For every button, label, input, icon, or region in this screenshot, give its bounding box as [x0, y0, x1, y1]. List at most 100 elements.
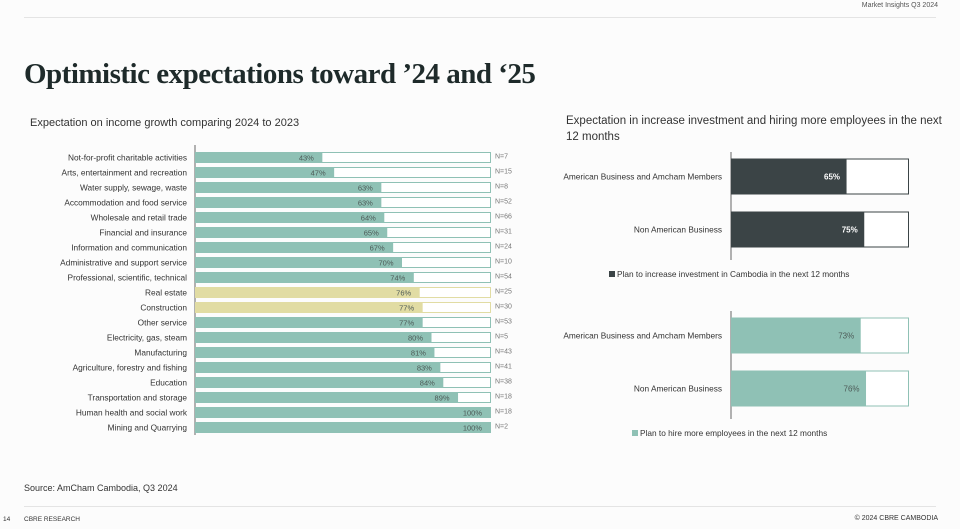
sample-size-label: N=5 [495, 334, 508, 341]
data-label: 89% [435, 394, 450, 403]
legend-label: Plan to hire more employees in the next … [640, 428, 827, 438]
bar [195, 182, 382, 193]
data-label: 75% [842, 226, 858, 235]
sample-size-label: N=10 [495, 259, 512, 266]
data-label: 64% [361, 214, 376, 223]
data-label: 77% [399, 319, 414, 328]
category-label: Non American Business [634, 384, 722, 394]
category-label: Water supply, sewage, waste [80, 183, 187, 193]
sample-size-label: N=25 [495, 289, 512, 296]
data-label: 74% [390, 274, 405, 283]
bar [731, 371, 867, 406]
income-growth-chart: Not-for-profit charitable activities 43% N… [60, 145, 512, 435]
bar [195, 377, 444, 388]
category-label: Real estate [145, 288, 187, 298]
bar [195, 167, 335, 178]
category-label: Human health and social work [76, 408, 188, 418]
category-label: Mining and Quarrying [108, 423, 188, 433]
bar [195, 242, 394, 253]
sample-size-label: N=41 [495, 364, 512, 371]
data-label: 65% [364, 229, 379, 238]
legend-swatch [609, 271, 615, 277]
category-label: Professional, scientific, technical [68, 273, 188, 283]
header-divider [24, 17, 936, 18]
bar [195, 392, 459, 403]
bar [195, 347, 435, 358]
data-label: 84% [420, 379, 435, 388]
bar [195, 362, 441, 373]
category-label: Transportation and storage [88, 393, 188, 403]
bar [195, 287, 420, 298]
bar [195, 272, 414, 283]
data-label: 63% [358, 199, 373, 208]
category-label: Arts, entertainment and recreation [62, 168, 188, 178]
bar [195, 257, 402, 268]
data-label: 83% [417, 364, 432, 373]
category-label: Non American Business [634, 225, 722, 235]
bar [731, 159, 847, 194]
bar [195, 422, 491, 433]
sample-size-label: N=54 [495, 274, 512, 281]
sample-size-label: N=31 [495, 229, 512, 236]
data-label: 76% [844, 385, 860, 394]
legend-label: Plan to increase investment in Cambodia … [617, 269, 849, 279]
category-label: Construction [140, 303, 187, 313]
data-label: 67% [370, 244, 385, 253]
category-label: American Business and Amcham Members [563, 172, 722, 182]
sample-size-label: N=38 [495, 379, 512, 386]
sample-size-label: N=15 [495, 169, 512, 176]
bar [195, 407, 491, 418]
report-header-label: Market Insights Q3 2024 [861, 2, 938, 9]
sample-size-label: N=43 [495, 349, 512, 356]
category-label: Not-for-profit charitable activities [68, 153, 187, 163]
category-label: Manufacturing [134, 348, 187, 358]
investment-hiring-chart: American Business and Amcham Members 65% N… [563, 152, 909, 438]
bar [195, 197, 382, 208]
sample-size-label: N=24 [495, 244, 512, 251]
sample-size-label: N=8 [495, 184, 508, 191]
data-label: 100% [463, 424, 483, 433]
bar [195, 227, 388, 238]
data-label: 80% [408, 334, 423, 343]
category-label: Education [150, 378, 187, 388]
page-title: Optimistic expectations toward ’24 and ‘… [24, 58, 536, 90]
source-note: Source: AmCham Cambodia, Q3 2024 [24, 483, 178, 493]
category-label: Other service [138, 318, 188, 328]
bar [195, 332, 432, 343]
category-label: Accommodation and food service [64, 198, 187, 208]
bar [195, 302, 423, 313]
sample-size-label: N=66 [495, 214, 512, 221]
data-label: 77% [399, 304, 414, 313]
category-label: Electricity, gas, steam [107, 333, 187, 343]
bar [731, 318, 861, 353]
category-label: Wholesale and retail trade [91, 213, 188, 223]
sample-size-label: N=18 [495, 394, 512, 401]
data-label: 73% [838, 332, 854, 341]
data-label: 63% [358, 184, 373, 193]
category-label: Agriculture, forestry and fishing [73, 363, 188, 373]
bar [731, 212, 865, 247]
investment-hiring-chart-title: Expectation in increase investment and h… [566, 115, 942, 143]
footer-brand: CBRE RESEARCH [24, 516, 80, 523]
category-label: American Business and Amcham Members [563, 331, 722, 341]
sample-size-label: N=30 [495, 304, 512, 311]
sample-size-label: N=52 [495, 199, 512, 206]
data-label: 43% [299, 154, 314, 163]
bar [195, 212, 385, 223]
data-label: 100% [463, 409, 483, 418]
data-label: 70% [378, 259, 393, 268]
data-label: 76% [396, 289, 411, 298]
bar [195, 152, 323, 163]
category-label: Information and communication [71, 243, 187, 253]
category-label: Administrative and support service [60, 258, 187, 268]
sample-size-label: N=18 [495, 409, 512, 416]
page-number: 14 [3, 516, 11, 523]
sample-size-label: N=7 [495, 154, 508, 161]
bar [195, 317, 423, 328]
data-label: 81% [411, 349, 426, 358]
footer-copyright: © 2024 CBRE CAMBODIA [854, 515, 938, 522]
sample-size-label: N=2 [495, 424, 508, 431]
income-growth-chart-title: Expectation on income growth comparing 2… [30, 117, 300, 129]
legend-swatch [632, 430, 638, 436]
data-label: 65% [824, 173, 840, 182]
